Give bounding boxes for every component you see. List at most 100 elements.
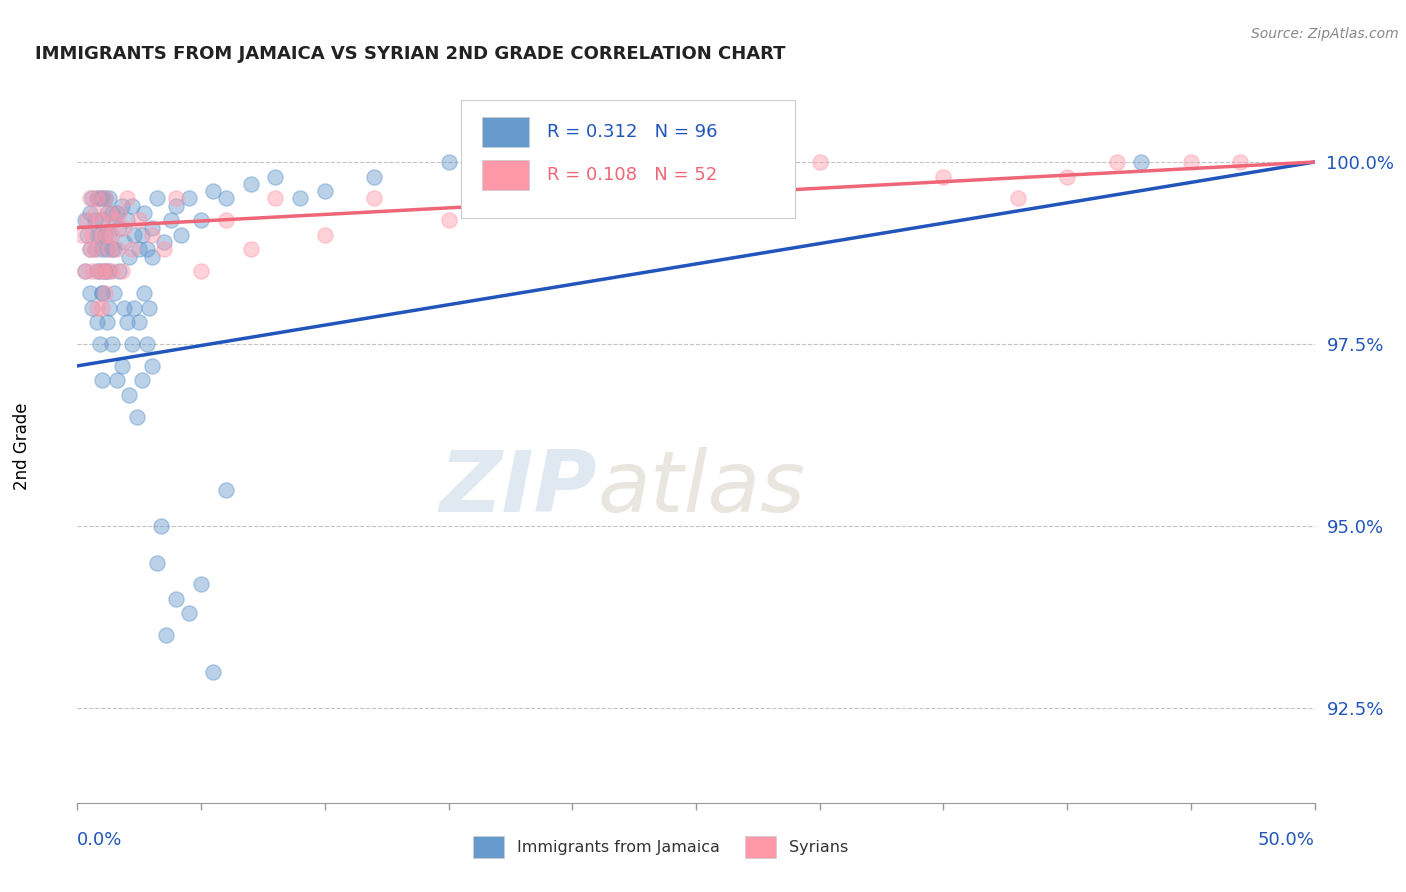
Point (122, 301, 145, 315)
Point (121, 243, 143, 257)
Point (160, 213, 183, 227)
Point (145, 556, 167, 570)
Point (155, 628, 177, 642)
Point (89, 264, 111, 278)
Point (79, 286, 101, 301)
Point (561, 155, 583, 169)
Point (363, 191, 385, 205)
Point (101, 206, 124, 220)
Point (73, 264, 96, 278)
Point (98, 264, 121, 278)
Point (1229, 155, 1251, 169)
Point (118, 250, 141, 264)
Point (82, 227, 104, 242)
Point (141, 220, 163, 235)
Point (89, 227, 111, 242)
Text: 50.0%: 50.0% (1258, 831, 1315, 849)
Point (103, 286, 125, 301)
Point (215, 483, 238, 497)
Point (96, 206, 118, 220)
Point (91, 286, 114, 301)
Point (86, 301, 108, 315)
Point (112, 220, 135, 235)
Point (115, 191, 138, 205)
Point (135, 243, 157, 257)
Bar (482, 117, 529, 147)
Point (96, 264, 118, 278)
Point (128, 243, 150, 257)
Point (89, 337, 111, 351)
Point (125, 409, 148, 424)
Bar (745, 837, 776, 858)
Point (177, 607, 200, 621)
Point (153, 243, 176, 257)
Point (103, 213, 125, 227)
Point (111, 359, 134, 373)
Point (82, 191, 104, 205)
Point (91, 227, 114, 242)
Point (121, 337, 143, 351)
Point (91, 243, 114, 257)
Point (83, 206, 105, 220)
Point (141, 359, 163, 373)
Point (437, 213, 460, 227)
Point (93, 191, 115, 205)
Point (86, 315, 108, 329)
Point (112, 235, 135, 249)
Point (128, 213, 150, 227)
Point (131, 227, 153, 242)
Point (83, 243, 105, 257)
Point (82, 264, 104, 278)
Point (111, 264, 134, 278)
Point (1056, 169, 1078, 184)
Point (91, 264, 114, 278)
Text: Immigrants from Jamaica: Immigrants from Jamaica (516, 839, 720, 855)
Point (190, 577, 212, 591)
Point (98, 227, 121, 242)
Point (1180, 155, 1202, 169)
Point (91, 301, 114, 315)
Text: Syrians: Syrians (789, 839, 848, 855)
Point (108, 206, 131, 220)
Point (96, 227, 118, 242)
Point (685, 155, 707, 169)
FancyBboxPatch shape (461, 100, 794, 218)
Point (264, 191, 287, 205)
Point (103, 243, 125, 257)
Point (239, 177, 262, 191)
Point (89, 264, 111, 278)
Point (363, 169, 385, 184)
Point (932, 169, 955, 184)
Point (512, 155, 534, 169)
Point (165, 191, 187, 205)
Text: 2nd Grade: 2nd Grade (13, 402, 31, 490)
Bar (482, 160, 529, 190)
Point (177, 191, 200, 205)
Point (79, 243, 101, 257)
Point (138, 301, 160, 315)
Point (91, 191, 114, 205)
Point (437, 155, 460, 169)
Text: IMMIGRANTS FROM JAMAICA VS SYRIAN 2ND GRADE CORRELATION CHART: IMMIGRANTS FROM JAMAICA VS SYRIAN 2ND GR… (35, 45, 786, 62)
Point (82, 301, 104, 315)
Point (141, 250, 163, 264)
Point (101, 243, 124, 257)
Point (1130, 155, 1153, 169)
Point (83, 213, 105, 227)
Point (108, 220, 131, 235)
Point (93, 286, 115, 301)
Point (86, 191, 108, 205)
Point (91, 374, 114, 388)
Point (93, 227, 115, 242)
Point (86, 191, 108, 205)
Point (112, 301, 135, 315)
Point (101, 227, 124, 242)
Point (105, 206, 128, 220)
Bar (474, 837, 505, 858)
Point (115, 213, 138, 227)
Point (89, 213, 111, 227)
Point (93, 264, 115, 278)
Point (111, 199, 134, 213)
Text: 0.0%: 0.0% (77, 831, 122, 849)
Text: atlas: atlas (598, 447, 806, 531)
